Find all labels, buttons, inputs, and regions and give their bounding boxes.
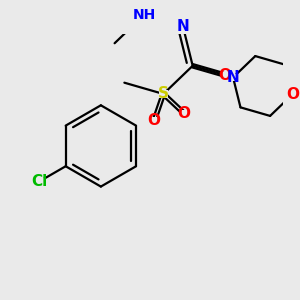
Bar — [180, 110, 188, 117]
Bar — [150, 117, 158, 124]
Text: Cl: Cl — [31, 174, 47, 189]
Bar — [229, 74, 237, 81]
Text: S: S — [158, 86, 169, 101]
Text: O: O — [178, 106, 190, 121]
Bar — [179, 23, 187, 30]
Text: O: O — [148, 113, 161, 128]
Text: O: O — [286, 87, 299, 102]
Text: O: O — [218, 68, 232, 82]
Bar — [138, 11, 150, 19]
Text: N: N — [227, 70, 239, 85]
Bar — [288, 91, 296, 98]
Text: N: N — [177, 19, 189, 34]
Bar — [33, 178, 45, 185]
Text: NH: NH — [132, 8, 155, 22]
Bar — [159, 90, 168, 98]
Bar — [221, 72, 229, 79]
